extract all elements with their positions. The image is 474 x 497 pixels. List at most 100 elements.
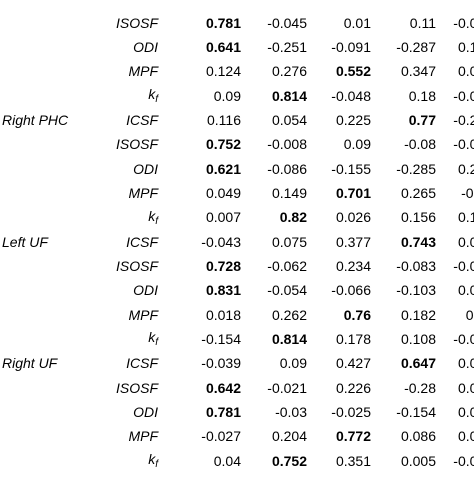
metric-label: ISOSF <box>86 10 178 34</box>
value-cell: -0.154 <box>201 330 241 347</box>
value-cell: 0.752 <box>271 452 307 469</box>
value-cell: -0.048 <box>331 87 371 104</box>
metric-name: ICSF <box>126 233 158 250</box>
region-label <box>0 449 86 473</box>
value-cell: 0.049 <box>457 404 474 421</box>
table-row: kf 0.09 0.814 -0.048 0.18 -0.004 <box>0 83 474 107</box>
region-label <box>0 278 86 302</box>
value-cell: 0.182 <box>400 306 436 323</box>
value-cell: 0.642 <box>205 379 241 396</box>
value-cell: 0.641 <box>205 38 241 55</box>
region-label: Left UF <box>2 233 48 250</box>
value-cell: -0.01 <box>461 184 474 201</box>
value-cell: 0.04 <box>213 452 241 469</box>
value-cell: 0.11 <box>409 14 436 31</box>
value-cell: 0.149 <box>271 184 307 201</box>
value-cell: 0.005 <box>400 452 436 469</box>
value-cell <box>307 0 371 10</box>
region-label <box>0 132 86 156</box>
value-cell: -0.081 <box>453 136 474 153</box>
metric-label: ICSF <box>86 229 178 253</box>
value-cell: 0.089 <box>457 355 474 372</box>
value-cell: 0.204 <box>271 428 307 445</box>
table-row: ODI 0.641 -0.251 -0.091 -0.287 0.133 <box>0 35 474 59</box>
value-cell: -0.021 <box>267 379 307 396</box>
value-cell: 0.028 <box>457 282 474 299</box>
value-cell: 0.743 <box>400 233 436 250</box>
metric-label <box>86 0 178 10</box>
region-label <box>0 10 86 34</box>
value-cell <box>307 473 371 497</box>
value-cell: 0.752 <box>205 136 241 153</box>
value-cell: 0.76 <box>343 306 371 323</box>
metric-name: ODI <box>133 160 158 177</box>
value-cell: -0.054 <box>453 330 474 347</box>
value-cell: -0.155 <box>331 160 371 177</box>
value-cell: 0.621 <box>205 160 241 177</box>
region-label <box>0 181 86 205</box>
metric-label: kf <box>86 449 178 473</box>
metric-label: kf <box>86 205 178 229</box>
table-row: Right PHC ICSF 0.116 0.054 0.225 0.77 -0.233 <box>0 108 474 132</box>
metric-label: ODI <box>86 400 178 424</box>
table-row: kf -0.154 0.814 0.178 0.108 -0.054 <box>0 327 474 351</box>
region-label <box>0 302 86 326</box>
metric-label: MPF <box>86 302 178 326</box>
value-cell: 0.276 <box>271 63 307 80</box>
value-cell: -0.08 <box>404 136 436 153</box>
table-row: ISOSF 0.642 -0.021 0.226 -0.28 0.066 <box>0 376 474 400</box>
value-cell: 0.831 <box>205 282 241 299</box>
region-label <box>0 156 86 180</box>
value-cell: 0.133 <box>457 38 474 55</box>
region-label <box>0 205 86 229</box>
value-cell: -0.233 <box>453 111 474 128</box>
value-cell: 0.066 <box>457 379 474 396</box>
value-cell: 0.026 <box>335 209 371 226</box>
metric-label: ISOSF <box>86 132 178 156</box>
value-cell: 0.647 <box>400 355 436 372</box>
value-cell: -0.28 <box>404 379 436 396</box>
region-label: Right UF <box>2 355 58 372</box>
value-cell: -0.039 <box>201 355 241 372</box>
region-label <box>0 83 86 107</box>
table-row: kf 0.007 0.82 0.026 0.156 0.107 <box>0 205 474 229</box>
value-cell: 0.82 <box>279 209 307 226</box>
value-cell: 0.107 <box>457 209 474 226</box>
value-cell: 0.049 <box>205 184 241 201</box>
value-cell <box>371 0 436 10</box>
value-cell: 0.728 <box>205 257 241 274</box>
value-cell: -0.083 <box>396 257 436 274</box>
value-cell: 0.018 <box>205 306 241 323</box>
metric-name: k <box>148 329 156 346</box>
value-cell: 0.781 <box>205 404 241 421</box>
metric-label: ODI <box>86 35 178 59</box>
value-cell <box>178 473 241 497</box>
table-row: kf 0.04 0.752 0.351 0.005 -0.025 <box>0 449 474 473</box>
value-cell: 0.814 <box>271 330 307 347</box>
value-cell: 0.427 <box>335 355 371 372</box>
value-cell: -0.062 <box>267 257 307 274</box>
value-cell: 0.075 <box>271 233 307 250</box>
value-cell: -0.054 <box>267 282 307 299</box>
value-cell: 0.77 <box>408 111 436 128</box>
value-cell: 0.265 <box>400 184 436 201</box>
metric-name: ICSF <box>126 111 158 128</box>
value-cell: 0.09 <box>213 87 241 104</box>
metric-subscript: f <box>155 459 158 471</box>
value-cell <box>436 0 474 10</box>
value-cell: -0.042 <box>453 14 474 31</box>
table-row: ISOSF 0.781 -0.045 0.01 0.11 -0.042 <box>0 10 474 34</box>
metric-name: ODI <box>133 404 158 421</box>
value-cell: 0.156 <box>400 209 436 226</box>
metric-label: ISOSF <box>86 254 178 278</box>
value-cell <box>436 473 474 497</box>
region-label <box>0 0 86 10</box>
value-cell: 0.09 <box>343 136 371 153</box>
metric-name: ODI <box>133 282 158 299</box>
value-cell: 0.005 <box>457 63 474 80</box>
metric-name: ISOSF <box>115 136 158 153</box>
table-row: MPF 0.049 0.149 0.701 0.265 -0.01 <box>0 181 474 205</box>
metric-subscript: f <box>155 337 158 349</box>
